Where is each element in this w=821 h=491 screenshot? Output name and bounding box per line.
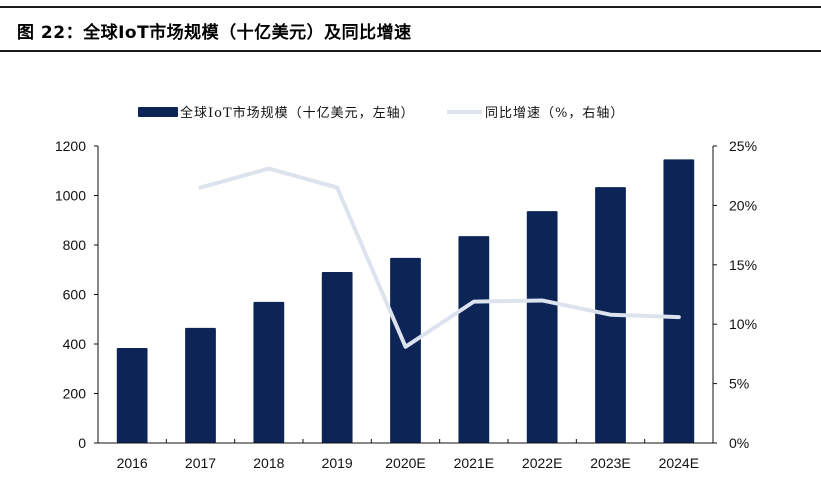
right-tick-label: 10%	[729, 316, 757, 332]
growth-point-2017	[200, 187, 201, 189]
figure-title: 图 22：全球IoT市场规模（十亿美元）及同比增速	[17, 23, 412, 43]
legend-line-label: 同比增速（%，右轴）	[485, 106, 624, 121]
bar-2020E	[390, 257, 421, 443]
x-tick-label: 2018	[253, 455, 284, 471]
growth-point-2022E	[541, 299, 543, 301]
axes: 0 200 400 600 800 1000 1200 0% 5% 10% 15% 20% 25% 201…	[55, 138, 757, 471]
right-tick-label: 20%	[729, 197, 757, 213]
x-tick-label: 2016	[117, 455, 148, 471]
growth-point-2019	[336, 187, 338, 189]
left-tick-label: 0	[78, 435, 86, 451]
right-tick-label: 0%	[729, 435, 749, 451]
x-tick-label: 2022E	[522, 455, 562, 471]
bar-2018	[253, 301, 285, 443]
left-tick-label: 200	[63, 386, 87, 402]
right-tick-label: 25%	[729, 138, 757, 154]
growth-point-2024E	[678, 316, 680, 318]
x-tick-label: 2019	[322, 455, 353, 471]
top-rule	[0, 6, 821, 8]
line-series	[198, 166, 681, 349]
legend-bar-swatch	[138, 107, 178, 117]
bar-2017	[185, 327, 216, 443]
growth-line	[198, 166, 681, 349]
right-tick-label: 15%	[729, 257, 757, 273]
x-tick-label: 2017	[185, 455, 216, 471]
x-tick-label: 2021E	[454, 455, 494, 471]
x-tick-label: 2023E	[590, 455, 630, 471]
bar-series	[116, 159, 695, 444]
left-tick-label: 1200	[55, 138, 86, 154]
bar-2019	[321, 271, 353, 443]
left-tick-label: 800	[63, 237, 87, 253]
legend-bar-label: 全球IoT市场规模（十亿美元，左轴）	[180, 105, 415, 121]
bar-2016	[116, 347, 148, 443]
left-tick-label: 600	[63, 287, 87, 303]
bar-2021E	[458, 236, 490, 443]
left-tick-label: 400	[63, 336, 87, 352]
growth-point-2023E	[610, 314, 611, 316]
title-rule	[0, 50, 821, 52]
x-tick-label: 2024E	[659, 455, 699, 471]
growth-point-2020E	[405, 346, 406, 348]
growth-point-2018	[268, 168, 270, 170]
bar-2024E	[663, 159, 695, 444]
legend: 全球IoT市场规模（十亿美元，左轴） 同比增速（%，右轴）	[138, 105, 624, 121]
bar-2022E	[526, 211, 558, 443]
x-tick-label: 2020E	[385, 455, 425, 471]
growth-point-2021E	[473, 301, 475, 303]
right-tick-label: 5%	[729, 376, 749, 392]
left-tick-label: 1000	[55, 188, 86, 204]
